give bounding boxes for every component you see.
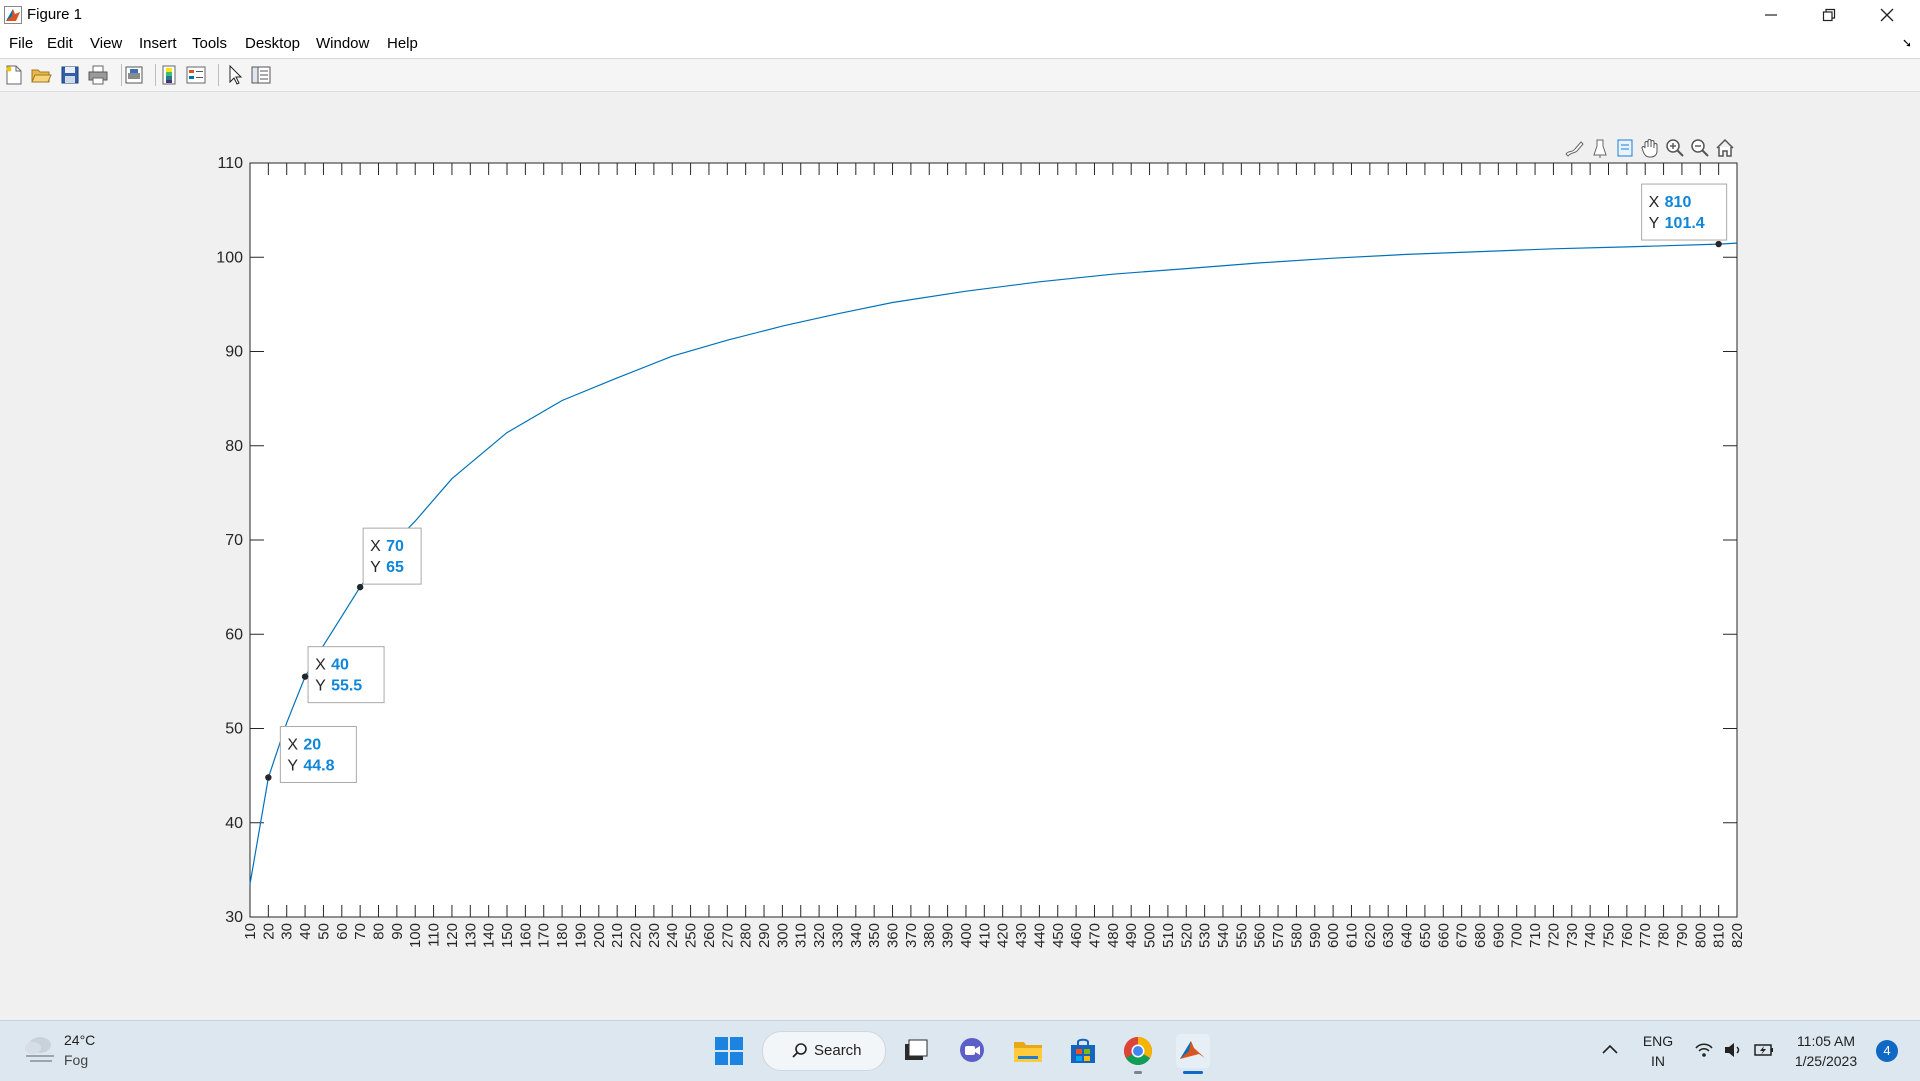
menu-tools[interactable]: Tools [192, 35, 228, 52]
file-explorer-icon[interactable] [1012, 1036, 1044, 1066]
property-inspector-icon[interactable] [250, 64, 272, 86]
clock-time[interactable]: 11:05 AM [1796, 1033, 1856, 1049]
figure-toolbar [0, 59, 1920, 92]
menu-separator [0, 58, 1920, 59]
minimize-icon [1765, 14, 1777, 16]
save-icon[interactable] [59, 64, 81, 86]
zoom-in-icon[interactable] [1664, 137, 1686, 159]
task-view-icon[interactable] [901, 1036, 931, 1066]
restore-icon [1822, 8, 1836, 22]
menu-window[interactable]: Window [316, 35, 370, 52]
title-bar: Figure 1 [0, 0, 1920, 30]
menu-desktop[interactable]: Desktop [245, 35, 301, 52]
battery-charging-icon[interactable] [1753, 1041, 1775, 1059]
close-button[interactable] [1858, 0, 1916, 30]
brush-icon[interactable] [1563, 137, 1585, 159]
taskbar-search[interactable]: Search [762, 1031, 886, 1071]
taskbar: 24°C Fog Search ENG IN [0, 1020, 1920, 1081]
notification-badge[interactable]: 4 [1876, 1040, 1898, 1062]
chrome-icon[interactable] [1122, 1035, 1154, 1067]
language-indicator-line2[interactable]: IN [1651, 1053, 1665, 1069]
home-icon[interactable] [1714, 137, 1736, 159]
toolbar-separator [218, 64, 219, 86]
print-icon[interactable] [87, 64, 109, 86]
matlab-active-indicator [1183, 1071, 1203, 1074]
matlab-icon[interactable] [1176, 1034, 1210, 1068]
weather-fog-icon[interactable] [22, 1033, 58, 1067]
weather-condition[interactable]: Fog [64, 1052, 89, 1068]
menu-bar: File Edit View Insert Tools Desktop Wind… [0, 30, 1920, 58]
colorbar-icon[interactable] [159, 64, 181, 86]
close-icon [1880, 8, 1894, 22]
pan-icon[interactable] [1639, 137, 1661, 159]
microsoft-store-icon[interactable] [1068, 1036, 1098, 1066]
search-label: Search [814, 1042, 862, 1059]
data-tips-icon[interactable] [1589, 137, 1611, 159]
volume-icon[interactable] [1723, 1041, 1743, 1059]
window-title: Figure 1 [27, 6, 83, 23]
chrome-running-indicator [1134, 1071, 1142, 1074]
restore-button[interactable] [1800, 0, 1858, 30]
chevron-up-icon[interactable] [1601, 1042, 1619, 1056]
toolbar-separator [121, 64, 122, 86]
new-figure-icon[interactable] [3, 64, 25, 86]
teams-chat-icon[interactable] [957, 1036, 987, 1066]
matlab-figure-icon [4, 6, 22, 24]
weather-temperature[interactable]: 24°C [64, 1032, 96, 1048]
clock-date[interactable]: 1/25/2023 [1794, 1053, 1858, 1069]
language-indicator-line1[interactable]: ENG [1642, 1033, 1674, 1049]
edit-plot-pointer-icon[interactable] [224, 64, 246, 86]
legend-icon[interactable] [185, 64, 207, 86]
print-preview-icon[interactable] [123, 64, 145, 86]
menu-edit[interactable]: Edit [47, 35, 73, 52]
select-icon[interactable] [1614, 137, 1636, 159]
start-icon[interactable] [714, 1036, 744, 1066]
menu-insert[interactable]: Insert [139, 35, 177, 52]
wifi-icon[interactable] [1694, 1041, 1714, 1059]
minimize-button[interactable] [1742, 0, 1800, 30]
zoom-out-icon[interactable] [1689, 137, 1711, 159]
menu-help[interactable]: Help [387, 35, 418, 52]
figure-canvas [0, 92, 1920, 1020]
menu-file[interactable]: File [9, 35, 34, 52]
open-file-icon[interactable] [30, 64, 52, 86]
search-icon [792, 1043, 807, 1058]
dock-figure-icon[interactable]: ➘ [1901, 36, 1912, 50]
menu-view[interactable]: View [90, 35, 123, 52]
toolbar-separator [155, 64, 156, 86]
